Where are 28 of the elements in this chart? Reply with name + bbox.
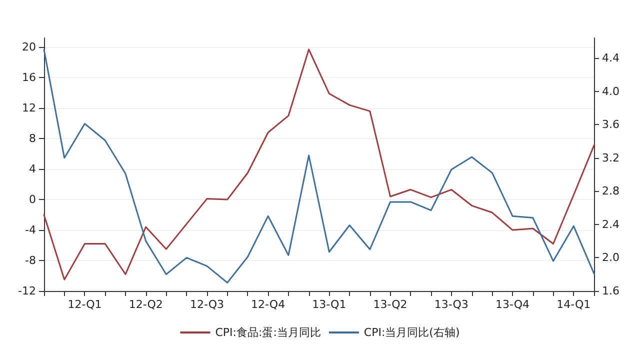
legend-label: CPI:食品:蛋:当月同比: [215, 326, 321, 339]
x-tick-label: 12-Q1: [68, 298, 102, 311]
x-tick-label: 12-Q2: [128, 298, 163, 311]
y-tick-label: -8: [25, 254, 36, 268]
y-tick-label: 12: [22, 102, 36, 115]
y2-tick-label: 3.2: [602, 151, 620, 164]
y2-tick-label: 3.6: [602, 118, 620, 132]
y2-tick-label: 2.0: [602, 251, 620, 264]
x-tick-label: 13-Q4: [496, 298, 530, 311]
y-tick-label: 4: [29, 162, 36, 176]
x-tick-label: 12-Q4: [251, 298, 286, 311]
x-tick-label: 13-Q1: [312, 298, 346, 311]
y-tick-label: 0: [29, 193, 36, 206]
y-tick-label: -4: [25, 224, 36, 237]
y2-tick-label: 2.4: [602, 218, 620, 231]
x-tick-label: 13-Q3: [434, 298, 468, 311]
y-tick-label: 16: [22, 71, 36, 84]
x-tick-label: 13-Q2: [373, 298, 408, 311]
x-tick-label: 12-Q3: [190, 298, 224, 311]
x-tick-label: 14-Q1: [556, 298, 591, 311]
y2-tick-label: 2.8: [602, 184, 620, 198]
y-tick-label: 8: [29, 132, 36, 146]
y-tick-label: 20: [22, 40, 36, 54]
y2-tick-label: 1.6: [602, 284, 620, 298]
legend-label: CPI:当月同比(右轴): [364, 326, 460, 339]
y-tick-label: -12: [18, 284, 36, 298]
y2-tick-label: 4.0: [602, 84, 620, 98]
y2-tick-label: 4.4: [602, 51, 620, 64]
